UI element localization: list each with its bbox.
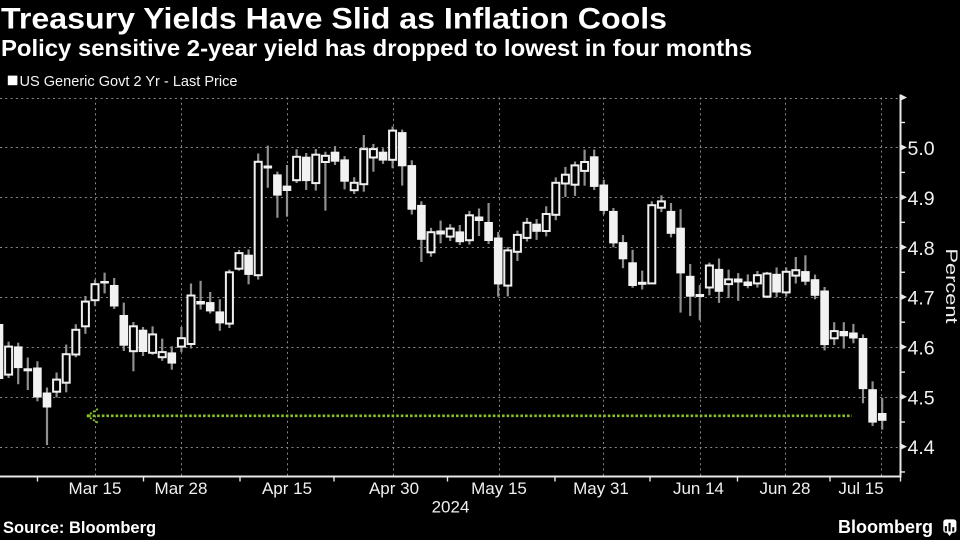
svg-text:Mar 15: Mar 15 [69,479,122,498]
svg-text:5.0: 5.0 [908,138,935,160]
svg-text:4.8: 4.8 [908,238,935,260]
svg-text:4.4: 4.4 [908,437,935,459]
svg-text:May 31: May 31 [573,479,629,498]
svg-text:4.9: 4.9 [908,188,935,210]
svg-text:May 15: May 15 [471,479,527,498]
svg-text:2024: 2024 [432,498,470,517]
svg-text:Policy sensitive 2-year yield: Policy sensitive 2-year yield has droppe… [1,35,752,61]
svg-text:US Generic Govt 2 Yr - Last Pr: US Generic Govt 2 Yr - Last Price [20,73,238,90]
svg-text:Jun 14: Jun 14 [673,479,724,498]
svg-text:Percent: Percent [942,249,960,324]
svg-text:Treasury Yields Have Slid as I: Treasury Yields Have Slid as Inflation C… [1,3,667,36]
svg-text:Bloomberg: Bloomberg [838,516,933,537]
svg-text:Jul 15: Jul 15 [838,479,883,498]
svg-text:Apr 30: Apr 30 [369,479,419,498]
svg-text:4.7: 4.7 [908,288,935,310]
svg-text:Source: Bloomberg: Source: Bloomberg [3,519,156,537]
svg-text:Apr 15: Apr 15 [262,479,312,498]
svg-text:4.5: 4.5 [908,387,935,409]
svg-text:4.6: 4.6 [908,338,935,360]
svg-text:Jun 28: Jun 28 [759,479,810,498]
svg-text:Mar 28: Mar 28 [155,479,208,498]
